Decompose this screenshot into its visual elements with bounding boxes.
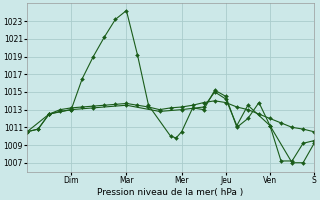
X-axis label: Pression niveau de la mer( hPa ): Pression niveau de la mer( hPa ) [98, 188, 244, 197]
